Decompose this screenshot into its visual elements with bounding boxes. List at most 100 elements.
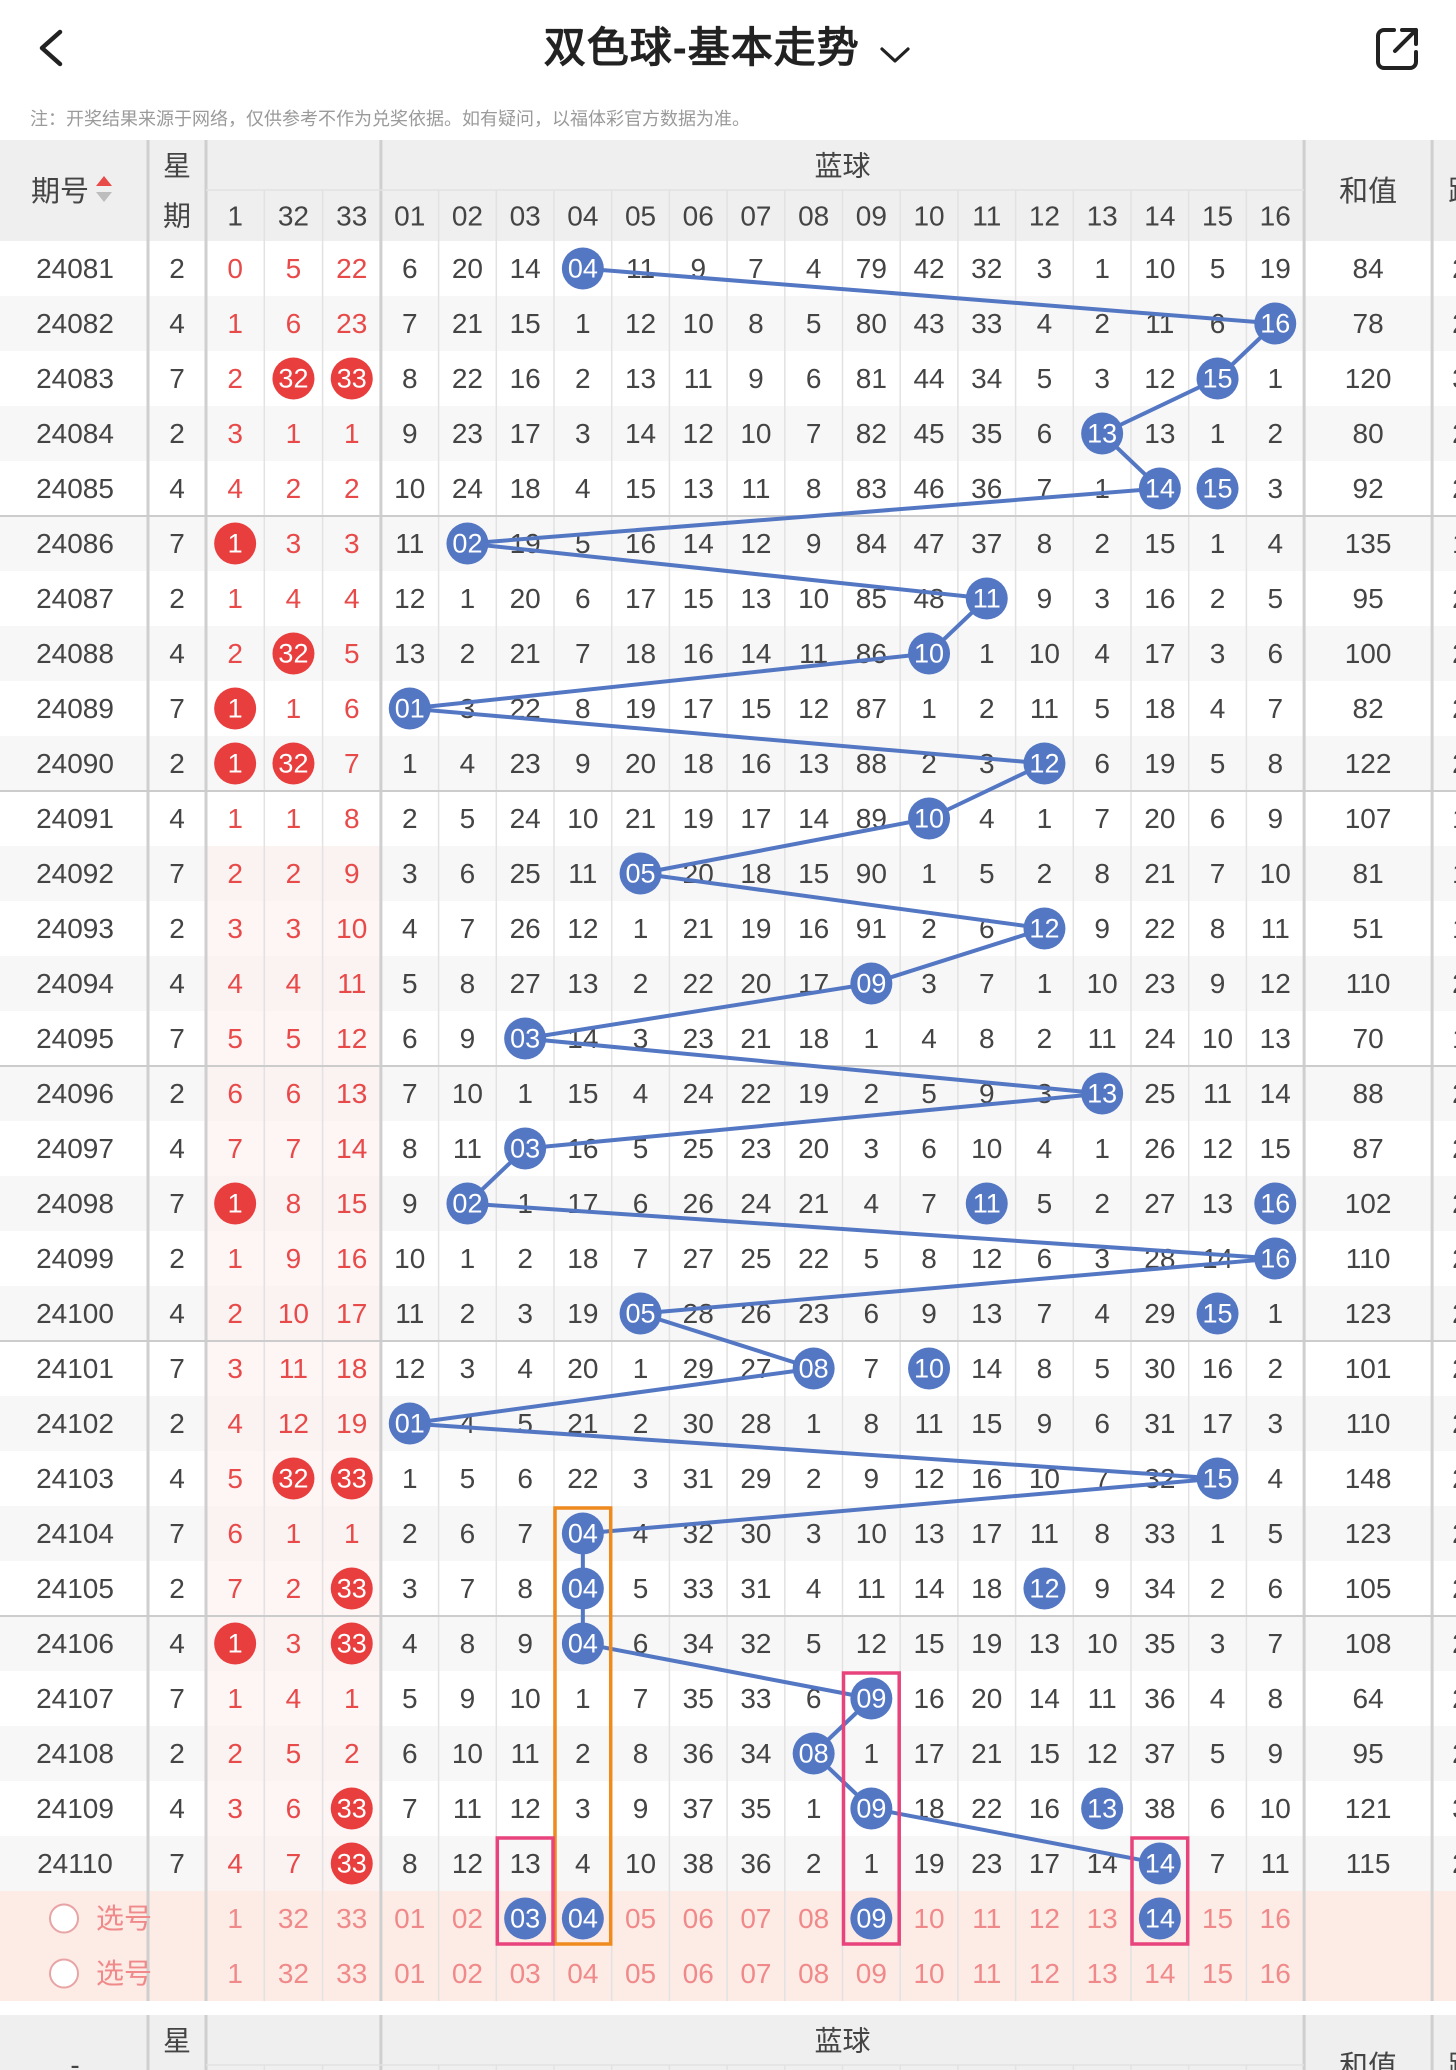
blue-select-number[interactable]: 09: [856, 1958, 887, 1989]
blue-select-number[interactable]: 11: [972, 1903, 1001, 1934]
blue-select-number[interactable]: 01: [394, 1958, 425, 1989]
blue-select-number[interactable]: 08: [798, 1903, 829, 1934]
red-miss-cell: 5: [344, 638, 360, 669]
blue-select-number[interactable]: 12: [1029, 1903, 1060, 1934]
blue-miss-cell: 5: [1267, 1518, 1283, 1549]
blue-select-number[interactable]: 11: [972, 1958, 1001, 1989]
selected-blue-ball[interactable]: [504, 1897, 547, 1940]
title-dropdown[interactable]: 双色球-基本走势: [0, 18, 1456, 78]
blue-miss-cell: 2: [633, 1408, 649, 1439]
red-miss-cell: 4: [344, 583, 360, 614]
blue-select-number[interactable]: 14: [1144, 1958, 1175, 1989]
span-cell: 2: [1452, 308, 1456, 339]
blue-miss-cell: 82: [856, 418, 887, 449]
blue-select-number[interactable]: 07: [740, 1903, 771, 1934]
red-select-number[interactable]: 33: [336, 1903, 367, 1934]
blue-select-number[interactable]: 08: [798, 1958, 829, 1989]
blue-miss-cell: 10: [452, 1078, 483, 1109]
highlight-box-03: [495, 1836, 555, 1946]
blue-miss-cell: 30: [683, 1408, 714, 1439]
blue-ball: [908, 797, 951, 840]
sum-cell: 92: [1353, 473, 1384, 504]
blue-select-number[interactable]: 10: [913, 1958, 944, 1989]
blue-miss-cell: 11: [684, 363, 713, 394]
span-cell: 2: [1452, 968, 1456, 999]
blue-miss-cell: 27: [683, 1243, 714, 1274]
blue-select-number[interactable]: 04: [567, 1958, 598, 1989]
blue-miss-cell: 4: [517, 1353, 533, 1384]
blue-miss-cell: 88: [856, 748, 887, 779]
blue-miss-cell: 7: [517, 1518, 533, 1549]
blue-select-number[interactable]: 01: [394, 1903, 425, 1934]
red-select-number[interactable]: 1: [227, 1903, 243, 1934]
blue-select-number[interactable]: 16: [1260, 1903, 1291, 1934]
red-miss-cell: 2: [286, 1573, 302, 1604]
red-select-number[interactable]: 32: [278, 1903, 309, 1934]
select-radio[interactable]: 选号: [49, 1903, 152, 1934]
blue-miss-cell: 4: [1094, 1298, 1110, 1329]
blue-select-number[interactable]: 15: [1202, 1958, 1233, 1989]
blue-select-number[interactable]: 12: [1029, 1958, 1060, 1989]
blue-miss-cell: 1: [1037, 803, 1053, 834]
blue-miss-cell: 3: [460, 693, 476, 724]
blue-ball: [1254, 1182, 1297, 1225]
red-ball-number: 32: [278, 364, 308, 394]
blue-miss-cell: 15: [971, 1408, 1002, 1439]
selected-blue-ball[interactable]: [561, 1897, 604, 1940]
red-select-number[interactable]: 32: [278, 1958, 309, 1989]
blue-ball-number: 12: [1029, 914, 1059, 944]
blue-ball: [908, 632, 951, 675]
blue-select-number[interactable]: 06: [683, 1903, 714, 1934]
share-button[interactable]: [1368, 18, 1428, 78]
blue-miss-cell: 17: [1029, 1848, 1060, 1879]
blue-miss-cell: 19: [798, 1078, 829, 1109]
sum-cell: 107: [1345, 803, 1392, 834]
blue-miss-cell: 20: [740, 968, 771, 999]
blue-select-number[interactable]: 02: [452, 1903, 483, 1934]
blue-miss-cell: 5: [1267, 583, 1283, 614]
blue-ball: [504, 1127, 547, 1170]
selected-blue-ball[interactable]: [1138, 1897, 1181, 1940]
blue-select-number[interactable]: 15: [1202, 1903, 1233, 1934]
blue-select-number[interactable]: 03: [510, 1958, 541, 1989]
blue-miss-cell: 16: [1144, 583, 1175, 614]
selected-blue-ball[interactable]: [850, 1897, 893, 1940]
blue-miss-cell: 6: [1037, 1243, 1053, 1274]
blue-select-number[interactable]: 05: [625, 1958, 656, 1989]
trend-table: 期号星期 1 32 33 蓝球 01 02 03 04 05 06 07 08 09 10 11 12 13 14 1…: [0, 140, 1456, 2070]
blue-select-number[interactable]: 10: [913, 1903, 944, 1934]
blue-ball-header: 蓝球: [814, 151, 870, 182]
select-radio[interactable]: 选号: [49, 1958, 152, 1989]
red-miss-cell: 5: [286, 1738, 302, 1769]
blue-miss-cell: 5: [1210, 253, 1226, 284]
blue-miss-cell: 1: [633, 913, 649, 944]
span-cell: 1: [1452, 913, 1456, 944]
blue-select-number[interactable]: 13: [1087, 1903, 1118, 1934]
blue-miss-cell: 11: [395, 1298, 424, 1329]
period-cell: 24082: [36, 308, 114, 339]
period-cell: 24084: [36, 418, 114, 449]
blue-select-number[interactable]: 13: [1087, 1958, 1118, 1989]
blue-select-number[interactable]: 06: [683, 1958, 714, 1989]
blue-select-number[interactable]: 05: [625, 1903, 656, 1934]
blue-miss-cell: 11: [1261, 913, 1290, 944]
table-footer: [0, 2015, 1456, 2070]
blue-miss-cell: 1: [1267, 1298, 1283, 1329]
span-cell: 2: [1452, 583, 1456, 614]
blue-miss-cell: 20: [971, 1683, 1002, 1714]
blue-miss-cell: 23: [971, 1848, 1002, 1879]
red-select-number[interactable]: 1: [227, 1958, 243, 1989]
blue-ball-number: 10: [914, 804, 944, 834]
blue-miss-cell: 28: [683, 1298, 714, 1329]
blue-select-number[interactable]: 16: [1260, 1958, 1291, 1989]
period-cell: 24104: [36, 1518, 114, 1549]
red-select-number[interactable]: 33: [336, 1958, 367, 1989]
sum-cell: 82: [1353, 693, 1384, 724]
sort-by-period[interactable]: 期号: [31, 176, 112, 208]
back-button[interactable]: [28, 18, 84, 78]
blue-select-number[interactable]: 07: [740, 1958, 771, 1989]
red-miss-cell: 1: [286, 1518, 302, 1549]
red-miss-cell: 7: [286, 1848, 302, 1879]
blue-select-number[interactable]: 02: [452, 1958, 483, 1989]
